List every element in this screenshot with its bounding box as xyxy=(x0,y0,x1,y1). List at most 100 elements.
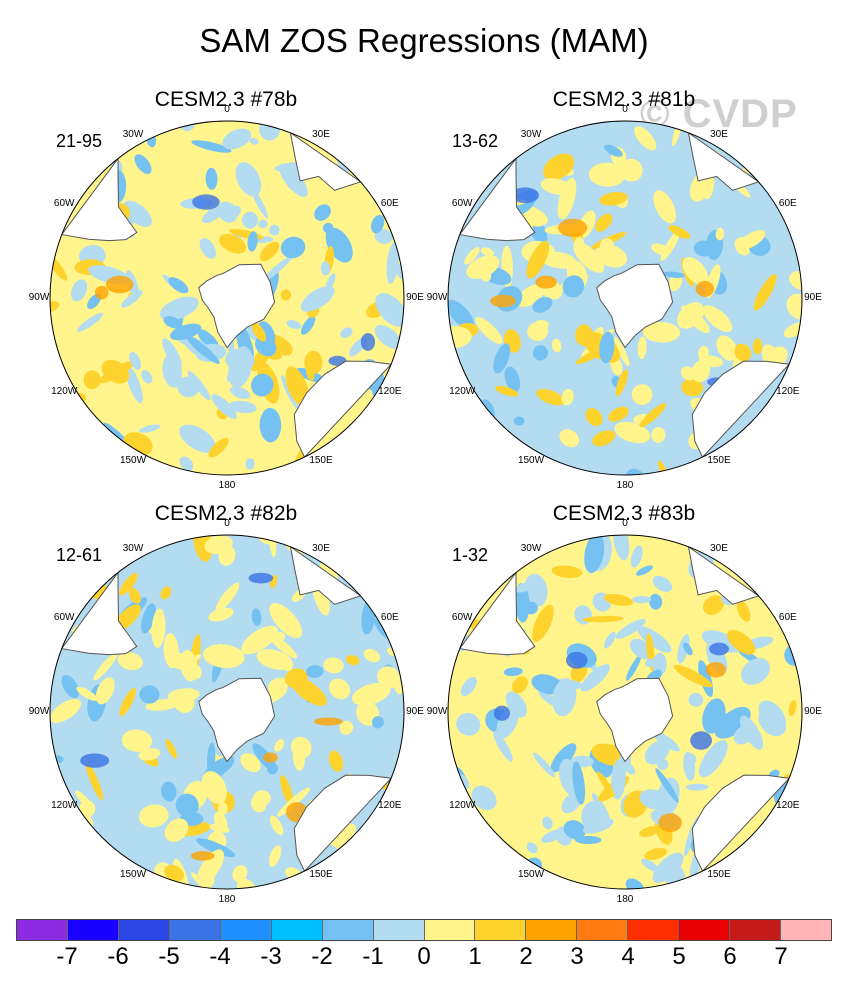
longitude-label: 150W xyxy=(119,454,147,466)
map-border xyxy=(49,534,405,890)
longitude-label: 120E xyxy=(776,800,800,811)
anomaly-patch xyxy=(340,327,353,339)
anomaly-patch xyxy=(682,257,709,285)
strong-anomaly-patch xyxy=(658,813,682,833)
anomaly-patch xyxy=(351,683,391,706)
strong-anomaly-patch xyxy=(262,752,278,763)
anomaly-patch xyxy=(652,575,673,592)
anomaly-patch xyxy=(514,583,530,623)
colorbar-tick-label: -6 xyxy=(107,943,129,970)
anomaly-patch xyxy=(512,676,528,694)
colorbar-swatch xyxy=(475,920,527,940)
colorbar-tick-label: -2 xyxy=(311,943,333,970)
anomaly-patch xyxy=(93,651,119,681)
anomaly-patch xyxy=(537,688,557,706)
anomaly-patch xyxy=(276,787,311,817)
anomaly-patch xyxy=(604,144,623,157)
longitude-label: 30E xyxy=(710,543,728,555)
polar-map xyxy=(447,120,803,476)
longitude-label: 0 xyxy=(224,518,230,529)
anomaly-patch xyxy=(620,158,643,182)
strong-anomaly-patch xyxy=(709,642,729,656)
anomaly-patch xyxy=(448,299,475,329)
anomaly-patch xyxy=(375,293,404,327)
anomaly-patch xyxy=(583,818,614,834)
anomaly-patch xyxy=(195,838,236,858)
anomaly-patch xyxy=(269,603,303,639)
longitude-label: 60W xyxy=(53,612,75,623)
anomaly-patch xyxy=(677,634,690,664)
strong-anomaly-patch xyxy=(535,275,557,289)
anomaly-patch xyxy=(683,642,693,656)
anomaly-patch xyxy=(50,698,82,723)
colorbar-swatch xyxy=(526,920,578,940)
anomaly-patch xyxy=(625,654,642,681)
longitude-label: 90E xyxy=(804,706,822,717)
anomaly-patch xyxy=(159,296,199,321)
anomaly-patch xyxy=(599,191,628,206)
anomaly-patch xyxy=(737,229,766,250)
anomaly-patch xyxy=(339,720,354,735)
strong-anomaly-patch xyxy=(105,275,134,294)
anomaly-patch xyxy=(251,608,262,626)
anomaly-patch xyxy=(208,607,234,622)
anomaly-patch xyxy=(551,338,562,353)
colorbar-tick-label: 6 xyxy=(723,943,737,970)
colorbar-tick-label: 3 xyxy=(570,943,584,970)
anomaly-patch xyxy=(639,403,667,428)
anomaly-patch xyxy=(83,370,101,390)
anomaly-patch xyxy=(614,336,630,367)
anomaly-patch xyxy=(573,236,585,256)
anomaly-patch xyxy=(161,781,177,802)
anomaly-patch xyxy=(163,316,183,329)
panel-period: 21-95 xyxy=(56,131,103,151)
colorbar-tick-label: 7 xyxy=(774,943,788,970)
anomaly-patch xyxy=(280,775,294,807)
anomaly-patch xyxy=(603,593,634,606)
anomaly-patch xyxy=(541,829,564,843)
anomaly-patch xyxy=(194,665,202,679)
anomaly-patch xyxy=(267,677,289,695)
longitude-label: 30E xyxy=(312,543,330,555)
anomaly-patch xyxy=(215,582,240,612)
anomaly-patch xyxy=(374,324,402,349)
anomaly-patch xyxy=(597,771,615,797)
anomaly-patch xyxy=(753,274,777,311)
colorbar-swatch xyxy=(322,920,374,940)
anomaly-patch xyxy=(786,293,802,320)
anomaly-patch xyxy=(70,279,88,302)
anomaly-patch xyxy=(250,795,267,813)
anomaly-patch xyxy=(267,763,279,775)
anomaly-patch xyxy=(480,247,495,257)
anomaly-patch xyxy=(734,343,752,362)
anomaly-patch xyxy=(129,351,141,370)
anomaly-patch xyxy=(574,835,602,845)
anomaly-patch xyxy=(268,845,282,867)
south-america-landmass xyxy=(458,571,536,656)
colorbar-swatch xyxy=(118,920,170,940)
anomaly-patch xyxy=(119,687,136,717)
anomaly-patch xyxy=(533,752,556,778)
anomaly-patch xyxy=(551,565,583,579)
anomaly-patch xyxy=(240,753,261,773)
anomaly-patch xyxy=(328,823,357,847)
anomaly-patch xyxy=(258,219,268,229)
south-america-landmass xyxy=(60,571,138,656)
longitude-label: 90W xyxy=(426,292,448,303)
anomaly-patch xyxy=(685,783,709,791)
anomaly-patch xyxy=(631,384,653,405)
anomaly-patch xyxy=(504,366,521,392)
anomaly-patch xyxy=(280,289,292,301)
anomaly-patch xyxy=(301,315,316,335)
anomaly-patch xyxy=(493,730,513,762)
anomaly-patch xyxy=(563,820,586,840)
anomaly-patch xyxy=(615,618,646,639)
anomaly-patch xyxy=(634,126,657,151)
anomaly-patch xyxy=(526,240,550,279)
anomaly-patch xyxy=(532,296,553,313)
anomaly-patch xyxy=(372,716,384,729)
anomaly-patch xyxy=(164,864,185,882)
anomaly-patch xyxy=(320,261,331,276)
anomaly-patch xyxy=(471,785,497,811)
longitude-label: 180 xyxy=(616,480,634,491)
